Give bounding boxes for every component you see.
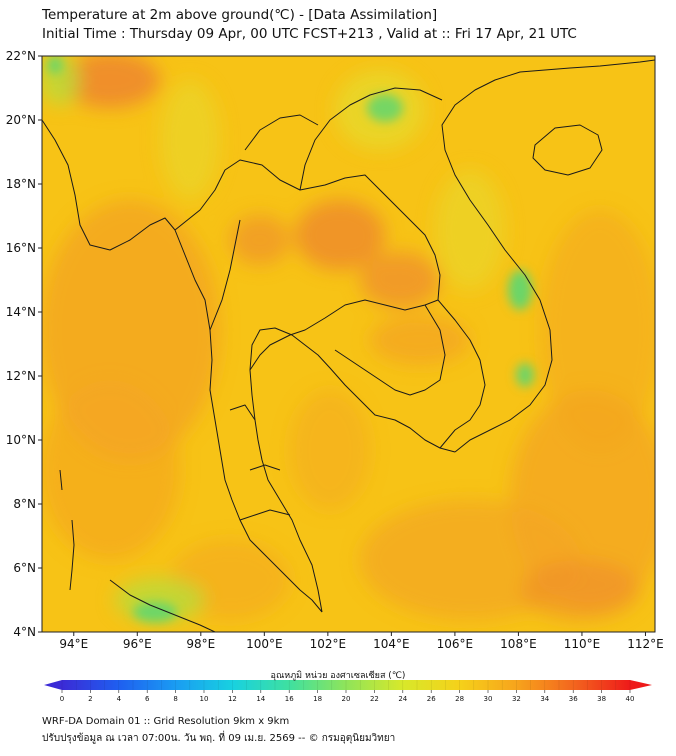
colorbar-tick-label: 6	[145, 695, 150, 703]
colorbar-tick-label: 12	[228, 695, 237, 703]
colorbar-tick-label: 14	[256, 695, 265, 703]
colorbar-tick-label: 16	[285, 695, 294, 703]
lon-tick-label: 106°E	[437, 637, 474, 651]
lon-tick-label: 100°E	[246, 637, 283, 651]
footer-line-1: WRF-DA Domain 01 :: Grid Resolution 9km …	[42, 716, 290, 727]
lat-tick-label: 12°N	[6, 369, 36, 383]
lat-tick-label: 18°N	[6, 177, 36, 191]
longitude-axis: 94°E 96°E 98°E 100°E 102°E 104°E 106°E 108°E 110…	[59, 632, 664, 651]
lon-tick-label: 112°E	[627, 637, 664, 651]
colorbar-title: อุณหภูมิ หน่วย องศาเซลเซียส (℃)	[270, 671, 406, 681]
colorbar-tick-label: 2	[88, 695, 92, 703]
colorbar-tick-label: 20	[342, 695, 351, 703]
lat-tick-label: 20°N	[6, 113, 36, 127]
lat-tick-label: 16°N	[6, 241, 36, 255]
colorbar-tick-label: 28	[455, 695, 464, 703]
colorbar-min-arrow	[44, 680, 62, 690]
lat-tick-label: 4°N	[13, 625, 36, 639]
colorbar-tick-label: 36	[569, 695, 578, 703]
colorbar-tick-label: 18	[313, 695, 322, 703]
lon-tick-label: 98°E	[186, 637, 215, 651]
colorbar-tick-label: 26	[427, 695, 436, 703]
colorbar-tick-label: 0	[60, 695, 64, 703]
map-subtitle: Initial Time : Thursday 09 Apr, 00 UTC F…	[42, 26, 577, 42]
lon-tick-label: 96°E	[123, 637, 152, 651]
colorbar-tick-label: 22	[370, 695, 379, 703]
colorbar-max-arrow	[630, 680, 652, 690]
colorbar: 0 2 4 6 8 10 12 14 16 18 20 22 24 26 28 30 32 34 36 38 40	[44, 680, 652, 703]
lat-tick-label: 14°N	[6, 305, 36, 319]
colorbar-tick-label: 8	[173, 695, 177, 703]
colorbar-tick-label: 38	[597, 695, 606, 703]
lon-tick-label: 104°E	[373, 637, 410, 651]
colorbar-tick-label: 4	[117, 695, 122, 703]
lon-tick-label: 108°E	[500, 637, 537, 651]
colorbar-tick-label: 24	[398, 695, 407, 703]
colorbar-tick-label: 32	[512, 695, 521, 703]
lon-tick-label: 102°E	[310, 637, 347, 651]
lat-tick-label: 10°N	[6, 433, 36, 447]
lon-tick-label: 94°E	[59, 637, 88, 651]
colorbar-gradient	[62, 680, 630, 690]
lat-tick-label: 22°N	[6, 49, 36, 63]
colorbar-tick-label: 30	[484, 695, 493, 703]
colorbar-tick-label: 40	[626, 695, 635, 703]
temperature-field	[42, 56, 655, 632]
latitude-axis: 22°N 20°N 18°N 16°N 14°N 12°N 10°N 8°N 6°N 4°N	[6, 49, 42, 639]
footer-line-2: ปรับปรุงข้อมูล ณ เวลา 07:00น. วัน พฤ. ที…	[42, 733, 396, 744]
colorbar-ticks: 0 2 4 6 8 10 12 14 16 18 20 22 24 26 28 30 32 34 36 38 40	[60, 680, 635, 703]
lon-tick-label: 110°E	[564, 637, 601, 651]
map-title: Temperature at 2m above ground(℃) - [Dat…	[42, 7, 438, 23]
colorbar-tick-label: 10	[200, 695, 209, 703]
lat-tick-label: 6°N	[13, 561, 36, 575]
lat-tick-label: 8°N	[13, 497, 36, 511]
map-frame	[41, 55, 656, 633]
coastlines	[42, 59, 655, 632]
colorbar-tick-label: 34	[540, 695, 549, 703]
